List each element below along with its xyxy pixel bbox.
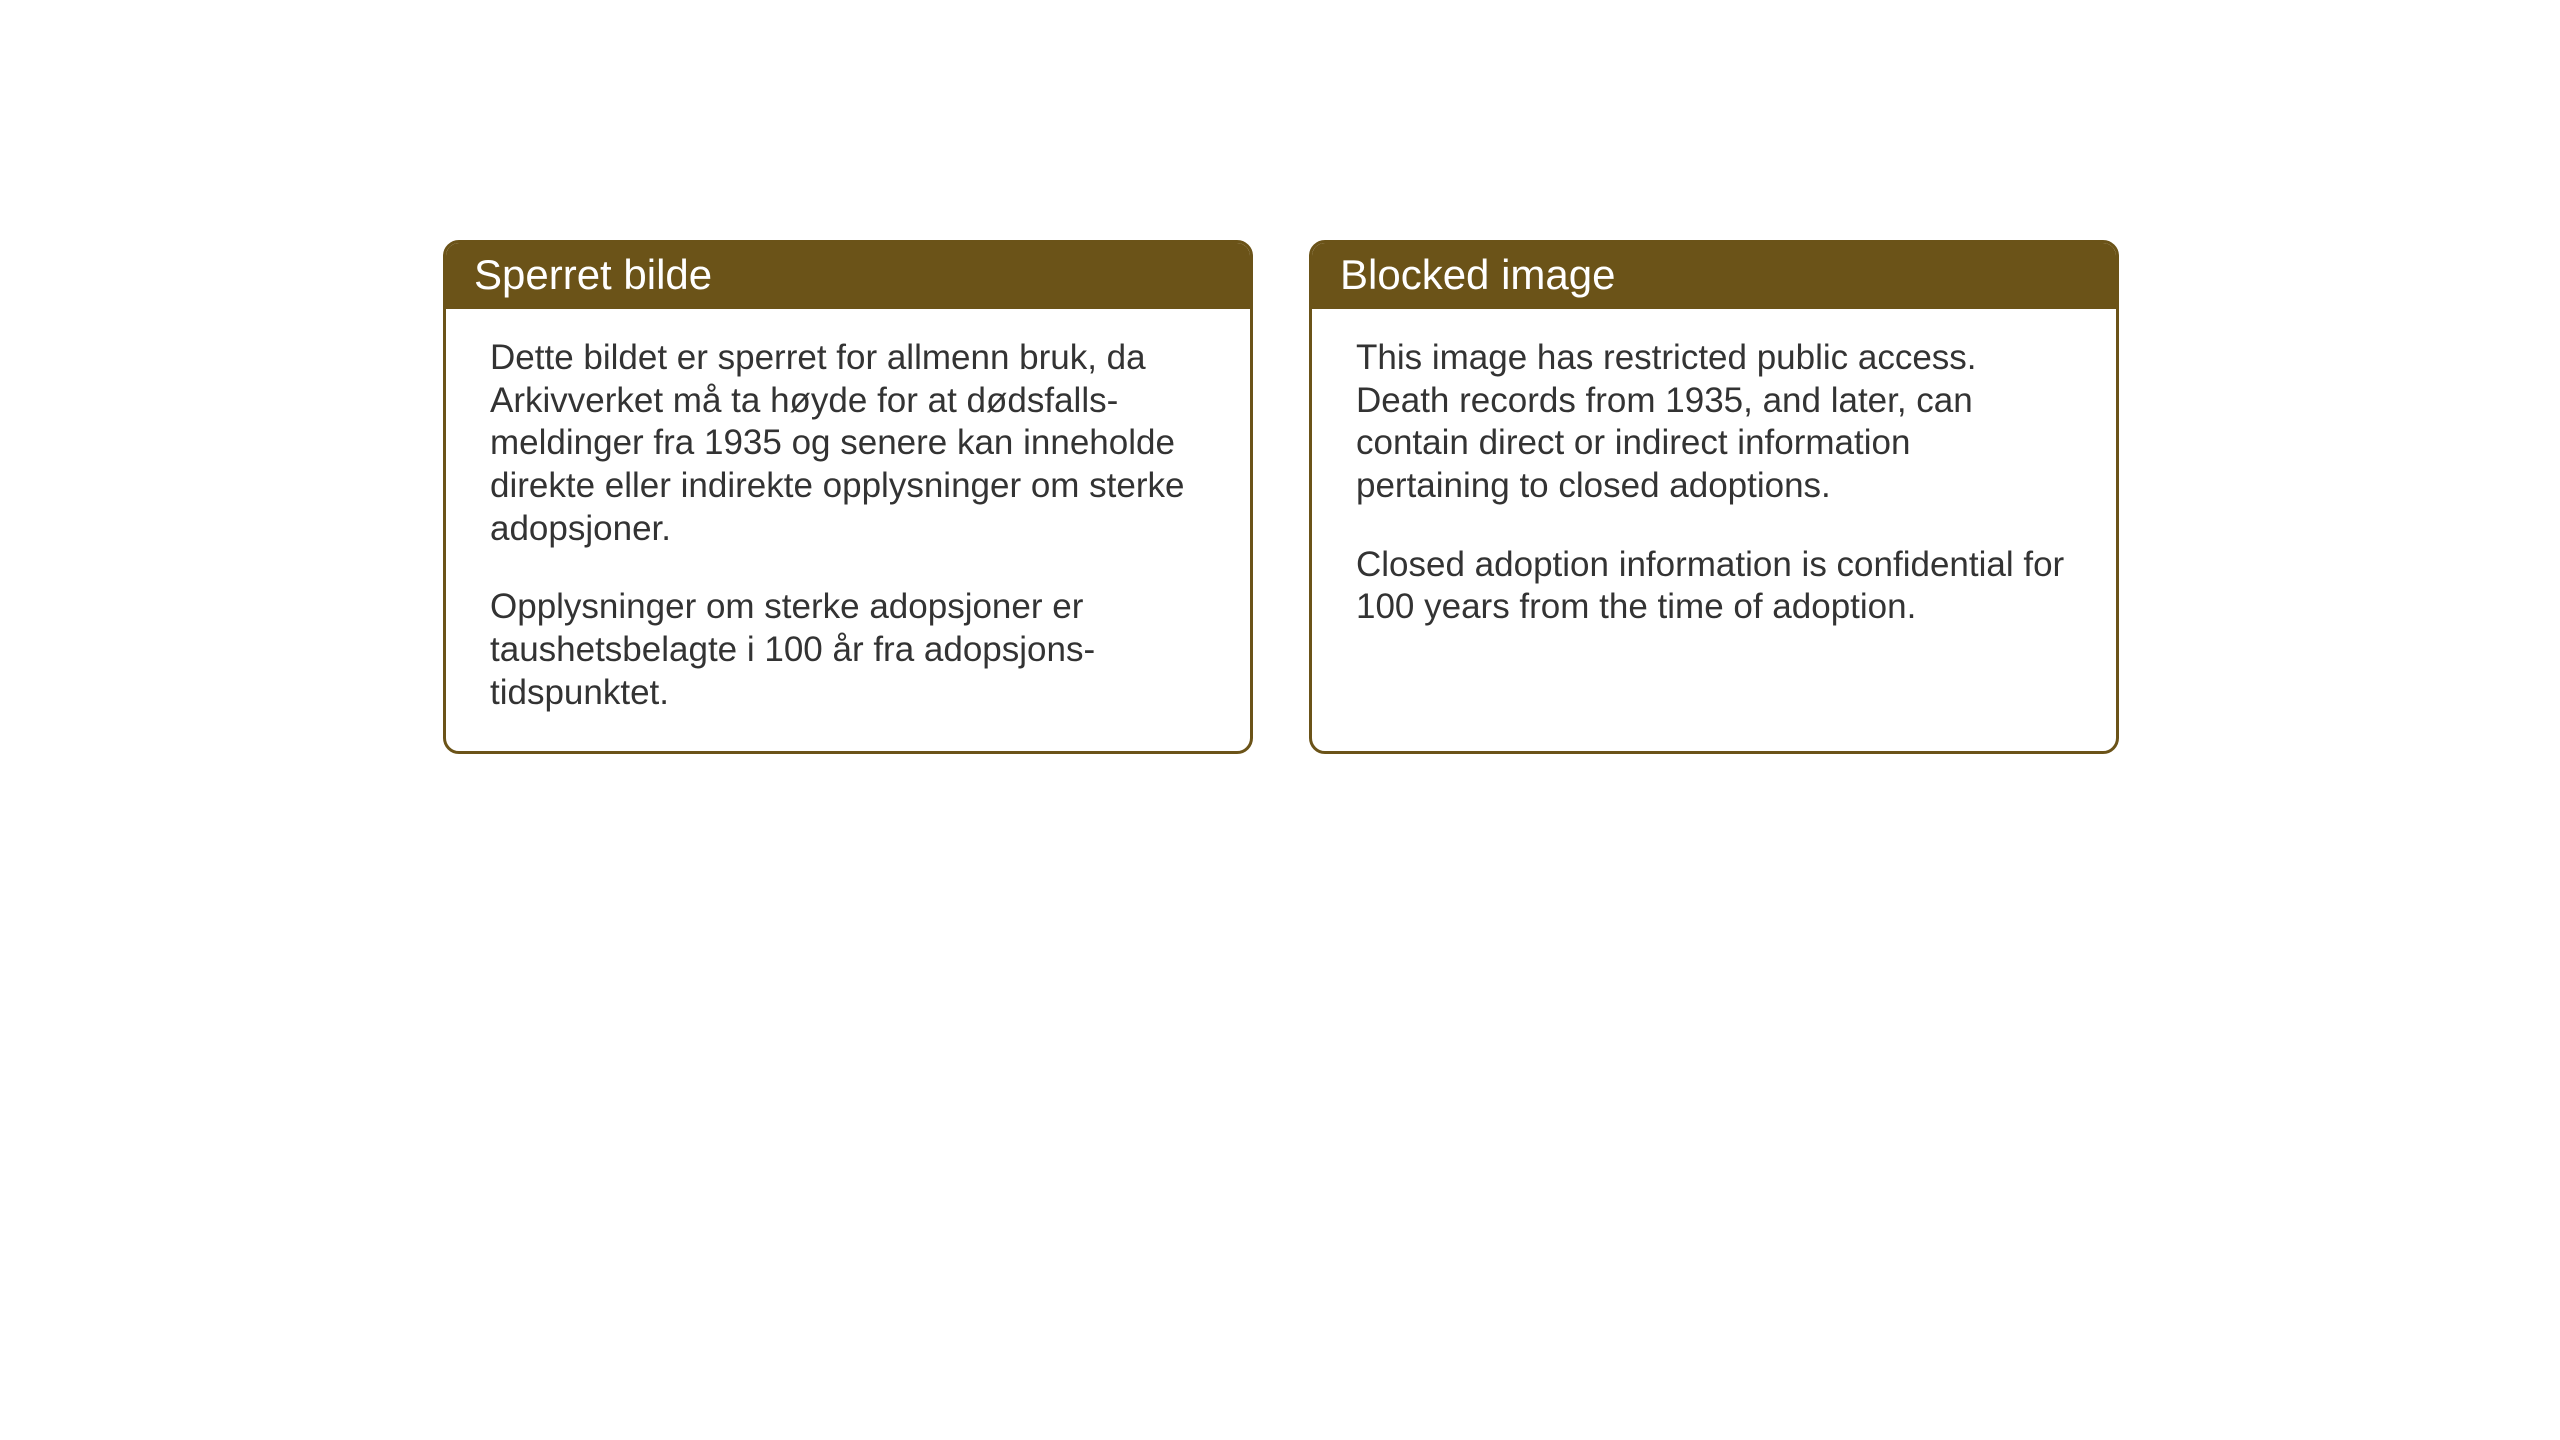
english-card-title: Blocked image [1312,243,2116,309]
norwegian-paragraph-2: Opplysninger om sterke adopsjoner er tau… [490,586,1206,714]
norwegian-paragraph-1: Dette bildet er sperret for allmenn bruk… [490,337,1206,550]
english-paragraph-1: This image has restricted public access.… [1356,337,2072,508]
norwegian-notice-card: Sperret bilde Dette bildet er sperret fo… [443,240,1253,754]
norwegian-card-title: Sperret bilde [446,243,1250,309]
english-notice-card: Blocked image This image has restricted … [1309,240,2119,754]
english-card-body: This image has restricted public access.… [1312,309,2116,665]
norwegian-card-body: Dette bildet er sperret for allmenn bruk… [446,309,1250,751]
notice-cards-container: Sperret bilde Dette bildet er sperret fo… [443,240,2119,754]
english-paragraph-2: Closed adoption information is confident… [1356,544,2072,629]
